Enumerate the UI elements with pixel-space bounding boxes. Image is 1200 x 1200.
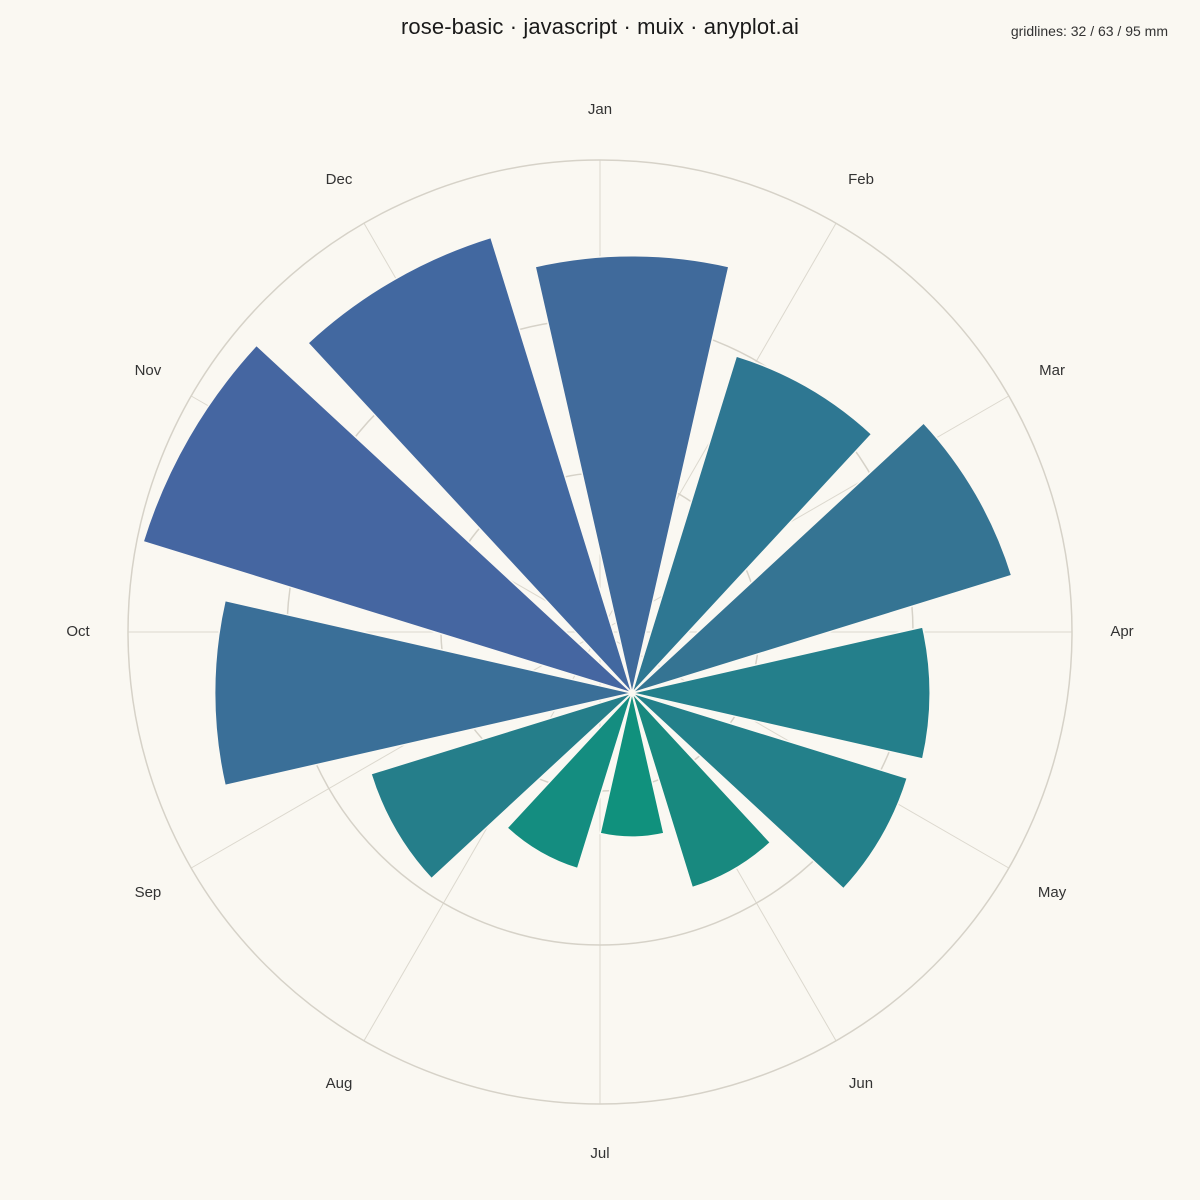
rose-petal-aug [506,692,633,870]
month-label-dec: Dec [326,171,353,188]
rose-petal-feb [631,355,873,694]
petal-layer [142,236,1013,890]
gridline-ring [127,159,1073,1105]
label-layer: Jan Feb Mar Apr May Jun Jul Aug Sep Oct Nov Dec [66,101,1133,1162]
chart-title: rose-basic · javascript · muix · anyplot… [401,14,799,39]
rose-petal-jan [534,255,730,694]
rose-petal-apr [631,626,931,760]
rose-petal-sep [370,692,633,880]
rose-petal-mar [631,422,1013,694]
month-label-sep: Sep [135,884,162,901]
month-label-feb: Feb [848,171,874,188]
month-label-jan: Jan [588,101,612,118]
month-label-aug: Aug [326,1075,353,1092]
month-label-jun: Jun [849,1075,873,1092]
month-label-mar: Mar [1039,362,1065,379]
rose-petal-jun [631,692,772,889]
rose-petal-oct [213,599,633,787]
month-label-oct: Oct [66,623,90,640]
month-label-may: May [1038,884,1067,901]
rose-petal-jul [599,692,665,838]
rose-petal-may [631,692,909,890]
gridline-note: gridlines: 32 / 63 / 95 mm [1010,23,1168,39]
rose-petal-nov [142,344,633,694]
month-label-jul: Jul [590,1145,609,1162]
month-label-apr: Apr [1110,623,1133,640]
month-label-nov: Nov [135,362,162,379]
rose-petal-dec [307,236,633,694]
